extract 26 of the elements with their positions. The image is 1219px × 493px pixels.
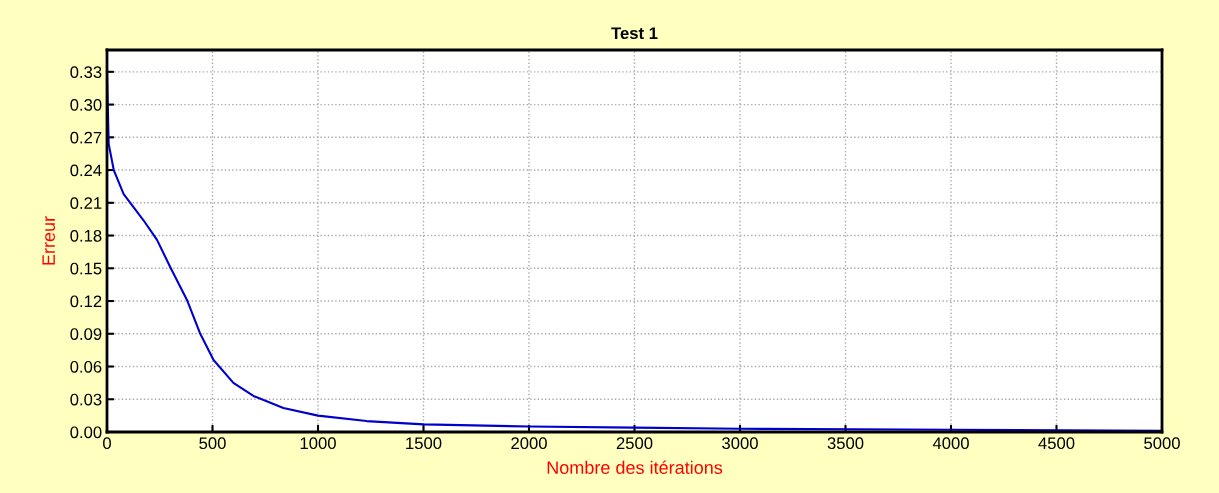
y-tick-label: 0.00 <box>70 426 102 439</box>
x-tick-label: 3500 <box>827 437 864 450</box>
y-tick-label: 0.27 <box>70 131 102 144</box>
y-tick-label: 0.33 <box>70 66 102 79</box>
x-tick-label: 0 <box>103 437 111 450</box>
x-tick-label: 500 <box>199 437 226 450</box>
y-tick-label: 0.09 <box>70 328 102 340</box>
x-tick-label: 5000 <box>1144 437 1180 450</box>
x-tick-label: 4000 <box>932 437 969 450</box>
y-tick-label: 0.15 <box>70 262 102 275</box>
x-tick-label: 1500 <box>406 437 442 450</box>
y-tick-label: 0.24 <box>70 164 102 177</box>
y-tick-label: 0.30 <box>70 98 102 111</box>
x-axis-title: Nombre des itérations <box>547 460 723 474</box>
y-tick-label: 0.12 <box>70 295 102 308</box>
y-tick-label: 0.21 <box>70 197 102 209</box>
x-tick-label: 4500 <box>1038 437 1075 450</box>
x-tick-label: 3000 <box>722 437 758 450</box>
y-tick-label: 0.18 <box>70 229 102 242</box>
x-tick-label: 2000 <box>511 437 547 450</box>
x-tick-label: 2500 <box>616 437 653 450</box>
y-tick-label: 0.06 <box>70 360 102 373</box>
y-tick-label: 0.03 <box>70 393 102 406</box>
chart-title: Test 1 <box>611 27 658 40</box>
x-tick-label: 1000 <box>300 437 336 450</box>
y-axis-title: Erreur <box>42 216 56 265</box>
